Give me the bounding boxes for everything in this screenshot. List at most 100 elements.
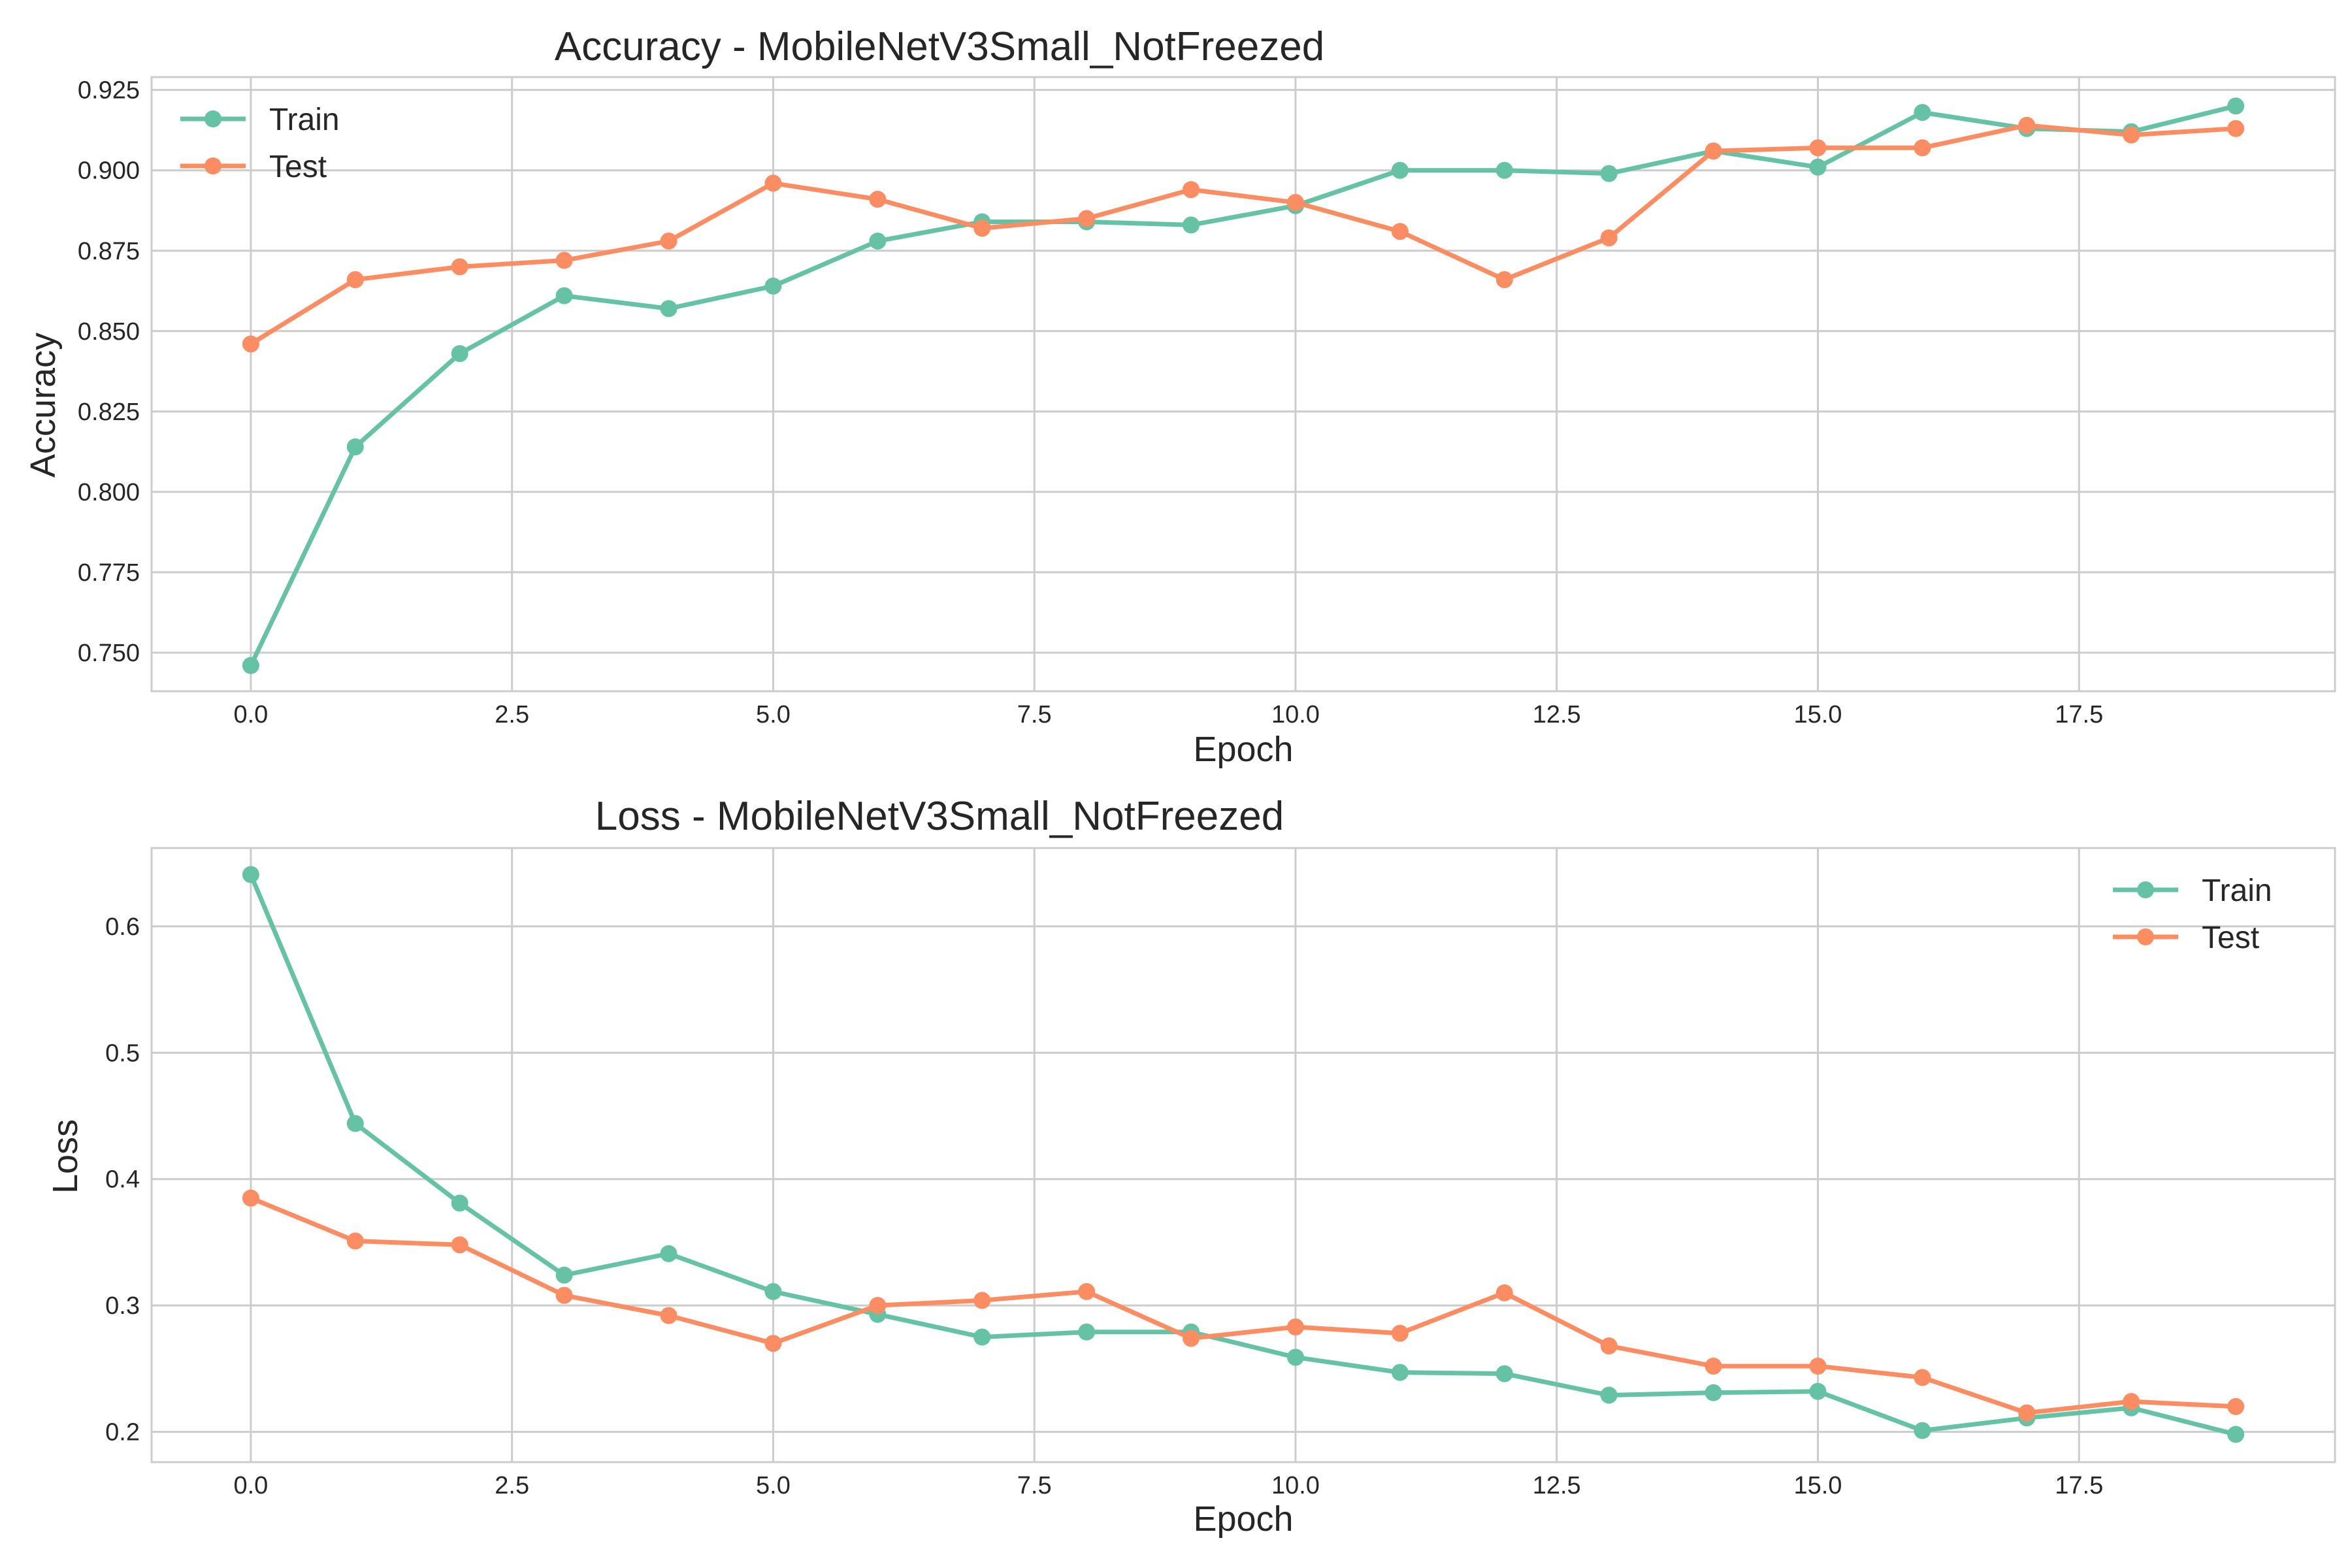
x-tick-label: 12.5	[1533, 701, 1581, 728]
y-tick-label: 0.4	[105, 1166, 140, 1194]
data-point	[869, 1297, 887, 1315]
data-point	[1286, 1348, 1304, 1366]
y-tick-label: 0.2	[105, 1419, 140, 1446]
x-tick-label: 12.5	[1533, 1472, 1581, 1499]
data-point	[1600, 165, 1618, 182]
y-tick-label: 0.5	[105, 1039, 140, 1067]
data-point	[1495, 1365, 1513, 1382]
data-point	[1914, 139, 1931, 157]
legend-item: Train	[180, 103, 340, 137]
data-point	[1183, 181, 1200, 199]
data-point	[1809, 1382, 1827, 1400]
data-point	[1705, 1358, 1722, 1375]
data-point	[2227, 1397, 2245, 1415]
y-axis-label: Accuracy	[24, 333, 63, 478]
data-point	[660, 232, 678, 250]
accuracy-chart: Accuracy - MobileNetV3Small_NotFreezed E…	[24, 24, 2336, 769]
x-tick-label: 10.0	[1271, 1472, 1320, 1499]
data-point	[451, 345, 468, 363]
data-point	[1078, 1282, 1096, 1300]
y-tick-label: 0.3	[105, 1292, 140, 1320]
series-train	[242, 97, 2245, 674]
y-tick-label: 0.6	[105, 913, 140, 941]
data-point	[555, 1286, 573, 1304]
y-tick-label: 0.825	[78, 399, 140, 426]
data-point	[869, 232, 887, 250]
series-test	[242, 116, 2245, 353]
data-point	[346, 1232, 364, 1250]
data-point	[1914, 1422, 1931, 1439]
data-point	[973, 1328, 991, 1346]
data-point	[555, 1266, 573, 1284]
data-point	[451, 258, 468, 276]
x-tick-label: 10.0	[1271, 701, 1320, 728]
data-point	[242, 866, 259, 883]
data-point	[555, 287, 573, 304]
data-point	[1495, 271, 1513, 289]
y-tick-label: 0.925	[78, 77, 140, 105]
data-point	[1391, 1324, 1409, 1342]
data-point	[2018, 1404, 2036, 1422]
y-axis-label: Loss	[46, 1119, 85, 1194]
chart-title: Accuracy - MobileNetV3Small_NotFreezed	[555, 24, 1324, 69]
series-line	[250, 1196, 2236, 1416]
data-point	[2123, 126, 2140, 144]
data-point	[1391, 161, 1409, 179]
x-tick-label: 5.0	[756, 701, 791, 728]
x-tick-label: 15.0	[1793, 701, 1842, 728]
x-tick-label: 2.5	[495, 1472, 529, 1499]
data-point	[451, 1194, 468, 1212]
data-point	[1600, 1386, 1618, 1404]
loss-chart: Loss - MobileNetV3Small_NotFreezed Epoch…	[46, 794, 2336, 1539]
data-point	[1600, 1337, 1618, 1355]
x-tick-label: 0.0	[233, 1472, 268, 1499]
data-point	[2018, 116, 2036, 134]
series-test	[242, 1189, 2245, 1422]
y-tick-label: 0.750	[78, 640, 140, 667]
grid	[152, 77, 2335, 691]
data-point	[1809, 158, 1827, 176]
data-point	[555, 252, 573, 269]
data-point	[1183, 216, 1200, 234]
x-tick-label: 17.5	[2055, 701, 2103, 728]
data-point	[242, 1189, 259, 1207]
legend-item: Test	[180, 150, 327, 184]
data-point	[1391, 223, 1409, 240]
series-line	[250, 123, 2236, 346]
legend-item: Test	[2113, 921, 2259, 955]
data-point	[660, 1307, 678, 1324]
x-axis-label: Epoch	[1193, 730, 1293, 769]
x-tick-label: 5.0	[756, 1472, 791, 1499]
x-tick-label: 7.5	[1017, 701, 1052, 728]
legend-marker	[204, 110, 221, 127]
data-point	[1705, 1384, 1722, 1401]
data-point	[764, 277, 782, 295]
data-point	[660, 1245, 678, 1262]
data-point	[869, 191, 887, 208]
x-tick-label: 17.5	[2055, 1472, 2103, 1499]
x-tick-label: 2.5	[495, 701, 529, 728]
legend-marker	[2137, 881, 2154, 898]
legend-label: Test	[2202, 921, 2259, 955]
y-tick-label: 0.900	[78, 157, 140, 185]
legend-marker	[204, 157, 221, 174]
chart-title: Loss - MobileNetV3Small_NotFreezed	[595, 794, 1284, 839]
data-point	[1600, 229, 1618, 247]
x-tick-label: 7.5	[1017, 1472, 1052, 1499]
data-point	[1914, 104, 1931, 122]
data-point	[2227, 97, 2245, 115]
data-point	[2227, 120, 2245, 137]
x-tick-label: 0.0	[233, 701, 268, 728]
data-point	[1705, 142, 1722, 160]
legend: Train Test	[180, 103, 340, 184]
grid	[152, 848, 2335, 1462]
y-tick-label: 0.875	[78, 238, 140, 265]
data-point	[1078, 1323, 1096, 1341]
plot-frame	[150, 847, 2336, 1463]
y-tick-label: 0.775	[78, 559, 140, 587]
data-point	[1495, 161, 1513, 179]
data-point	[1078, 210, 1096, 227]
y-tick-label: 0.850	[78, 318, 140, 346]
data-point	[764, 1335, 782, 1352]
